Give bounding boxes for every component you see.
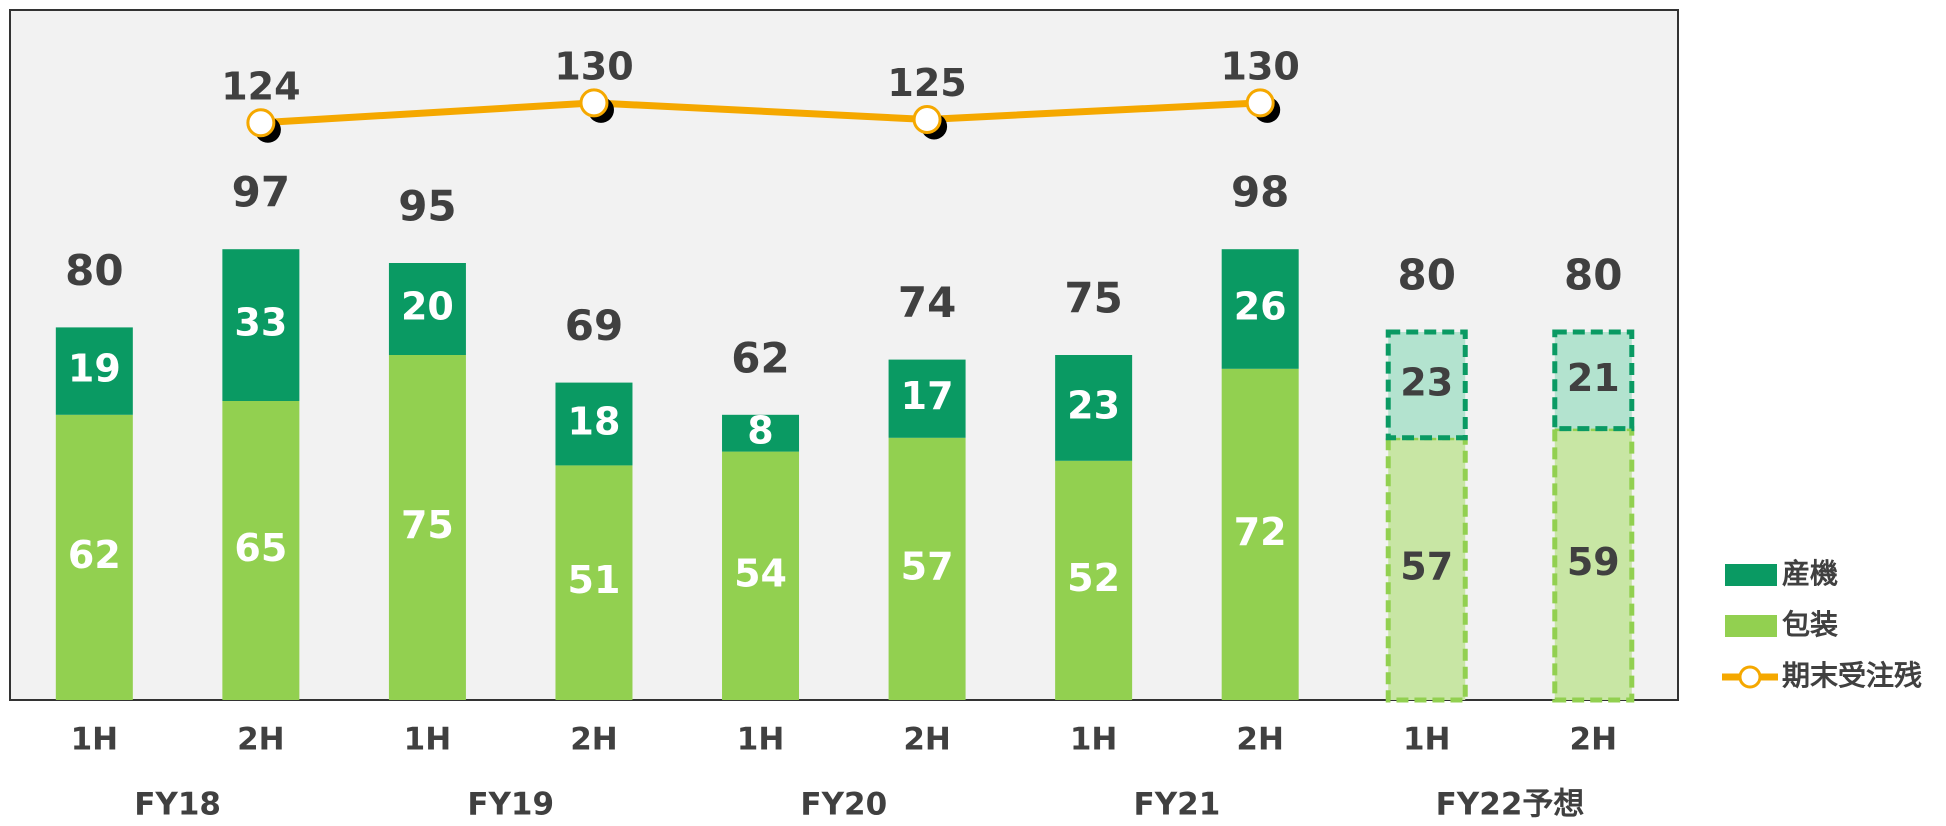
x-tick-label: 1H	[1070, 722, 1118, 758]
total-label: 74	[898, 278, 956, 327]
x-tick-label: 2H	[903, 722, 951, 758]
data-label: 33	[234, 301, 287, 345]
data-label: 57	[901, 544, 954, 588]
data-label: 59	[1567, 540, 1620, 584]
x-tick-label: 1H	[1403, 722, 1451, 758]
marker	[1245, 88, 1275, 118]
bar-segment	[1552, 329, 1635, 432]
data-label: 18	[568, 400, 621, 444]
data-label: 23	[1067, 383, 1120, 427]
marker	[579, 88, 609, 118]
bar-segment	[1055, 355, 1133, 461]
bar-segment	[722, 414, 800, 452]
line-label: 124	[221, 64, 300, 108]
total-label: 97	[232, 168, 290, 217]
total-label: 80	[1398, 251, 1456, 300]
bar-segment	[1385, 329, 1468, 441]
bar-segment	[55, 414, 133, 700]
legend-label: 産機	[1782, 557, 1838, 590]
bar-segment	[388, 263, 466, 355]
total-label: 80	[1564, 251, 1622, 300]
bar-segment	[1221, 368, 1299, 700]
x-tick-label: 2H	[1236, 722, 1284, 758]
x-tick-label: 1H	[737, 722, 785, 758]
bar-segment	[55, 327, 133, 415]
data-label: 19	[68, 347, 121, 391]
legend-label: 包装	[1782, 608, 1838, 641]
legend-label: 期末受注残	[1782, 659, 1922, 692]
bar-segment	[222, 249, 300, 401]
data-label: 17	[901, 374, 954, 418]
data-label: 51	[568, 558, 621, 602]
data-label: 72	[1234, 510, 1287, 554]
line	[260, 99, 1261, 127]
group-label: FY22予想	[1436, 787, 1585, 823]
bar-segment	[388, 355, 466, 700]
total-label: 75	[1064, 274, 1122, 323]
data-label: 57	[1400, 544, 1453, 588]
group-label: FY19	[467, 787, 554, 823]
data-label: 52	[1067, 556, 1120, 600]
x-tick-label: 2H	[570, 722, 618, 758]
legend-marker	[1738, 665, 1762, 689]
data-label: 21	[1567, 356, 1620, 400]
bar-segment	[1221, 249, 1299, 369]
bar-segment	[888, 437, 966, 700]
total-label: 98	[1231, 168, 1289, 217]
x-tick-label: 1H	[71, 722, 119, 758]
x-tick-label: 1H	[404, 722, 452, 758]
total-label: 69	[565, 301, 623, 350]
bar-segment	[222, 401, 300, 700]
line-label: 130	[554, 44, 633, 88]
total-label: 80	[65, 246, 123, 295]
bar-segment	[722, 451, 800, 700]
group-label: FY21	[1134, 787, 1221, 823]
x-tick-label: 2H	[1570, 722, 1618, 758]
data-label: 54	[734, 551, 787, 595]
data-label: 65	[234, 526, 287, 570]
line-label: 130	[1221, 44, 1300, 88]
line-label: 125	[887, 61, 966, 105]
bar-segment	[1055, 460, 1133, 700]
bar-segment	[888, 359, 966, 438]
data-label: 62	[68, 533, 121, 577]
marker	[912, 104, 942, 134]
data-label: 23	[1400, 360, 1453, 404]
marker	[246, 108, 276, 138]
data-label: 8	[747, 409, 773, 453]
legend-swatch	[1725, 615, 1777, 637]
data-label: 26	[1234, 285, 1287, 329]
group-label: FY20	[800, 787, 887, 823]
x-tick-label: 2H	[237, 722, 285, 758]
data-label: 20	[401, 285, 454, 329]
total-label: 95	[398, 182, 456, 231]
bar-segment	[555, 382, 633, 466]
bar-segment	[555, 465, 633, 700]
legend-swatch	[1725, 564, 1777, 586]
total-label: 62	[731, 333, 789, 382]
group-label: FY18	[134, 787, 221, 823]
data-label: 75	[401, 503, 454, 547]
